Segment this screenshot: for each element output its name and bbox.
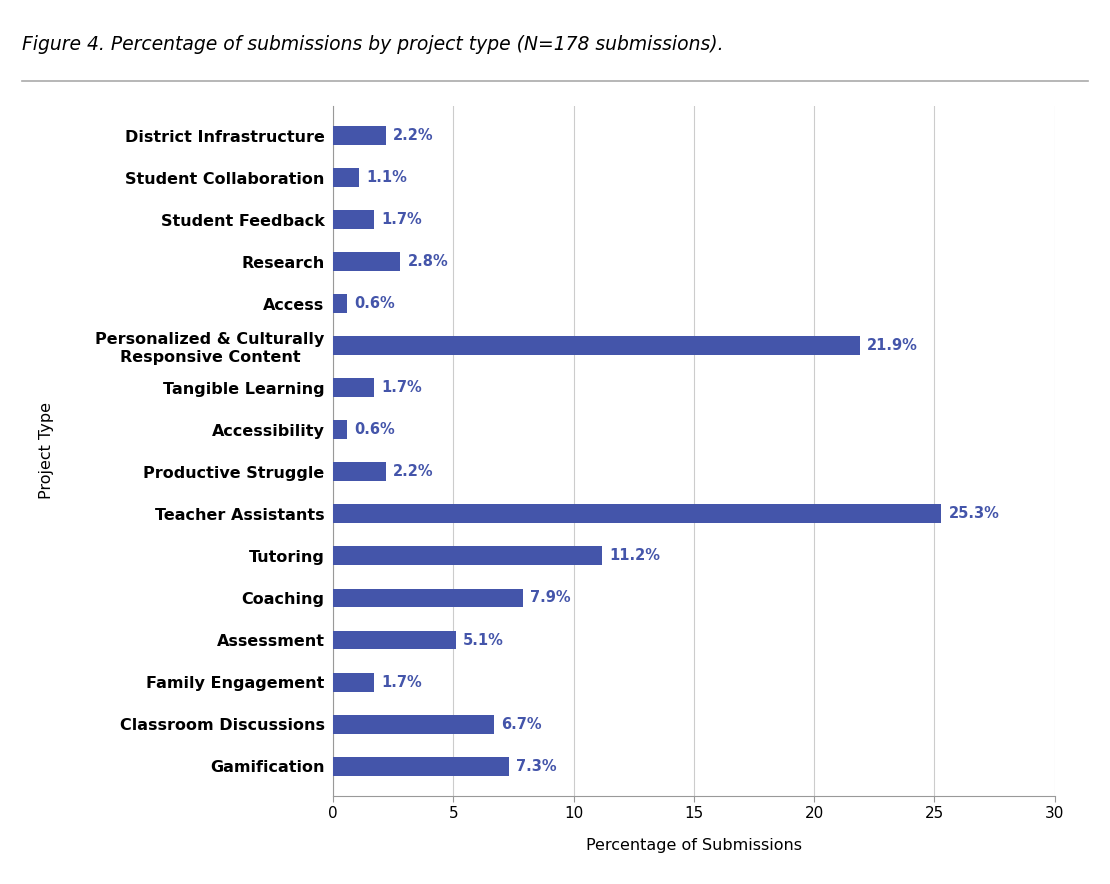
Bar <box>333 210 374 229</box>
Text: 1.7%: 1.7% <box>381 212 422 227</box>
Bar <box>333 589 523 607</box>
Bar <box>333 421 347 439</box>
Text: 1.1%: 1.1% <box>366 170 407 185</box>
Text: 6.7%: 6.7% <box>502 717 542 732</box>
Y-axis label: Project Type: Project Type <box>39 402 53 499</box>
Bar <box>333 294 347 313</box>
Bar <box>333 462 386 481</box>
Bar <box>333 336 859 355</box>
Text: 0.6%: 0.6% <box>355 296 395 311</box>
Text: 5.1%: 5.1% <box>463 633 504 648</box>
Text: 7.9%: 7.9% <box>531 591 571 606</box>
Text: 2.8%: 2.8% <box>407 254 448 269</box>
Text: 1.7%: 1.7% <box>381 674 422 690</box>
Text: 2.2%: 2.2% <box>393 464 434 479</box>
Bar <box>333 757 508 775</box>
Text: 1.7%: 1.7% <box>381 380 422 395</box>
Text: Figure 4. Percentage of submissions by project type (N=178 submissions).: Figure 4. Percentage of submissions by p… <box>22 35 724 54</box>
Bar <box>333 546 603 566</box>
Bar <box>333 126 386 145</box>
Text: 7.3%: 7.3% <box>516 758 556 774</box>
Text: 11.2%: 11.2% <box>609 548 660 563</box>
Text: 2.2%: 2.2% <box>393 128 434 143</box>
Bar <box>333 252 401 271</box>
Bar <box>333 673 374 691</box>
Bar <box>333 168 360 187</box>
X-axis label: Percentage of Submissions: Percentage of Submissions <box>586 838 801 853</box>
Bar <box>333 714 494 734</box>
Text: 25.3%: 25.3% <box>949 507 1000 522</box>
Text: 21.9%: 21.9% <box>867 339 918 354</box>
Bar <box>333 505 941 523</box>
Text: 0.6%: 0.6% <box>355 423 395 438</box>
Bar <box>333 630 455 650</box>
Bar <box>333 378 374 397</box>
